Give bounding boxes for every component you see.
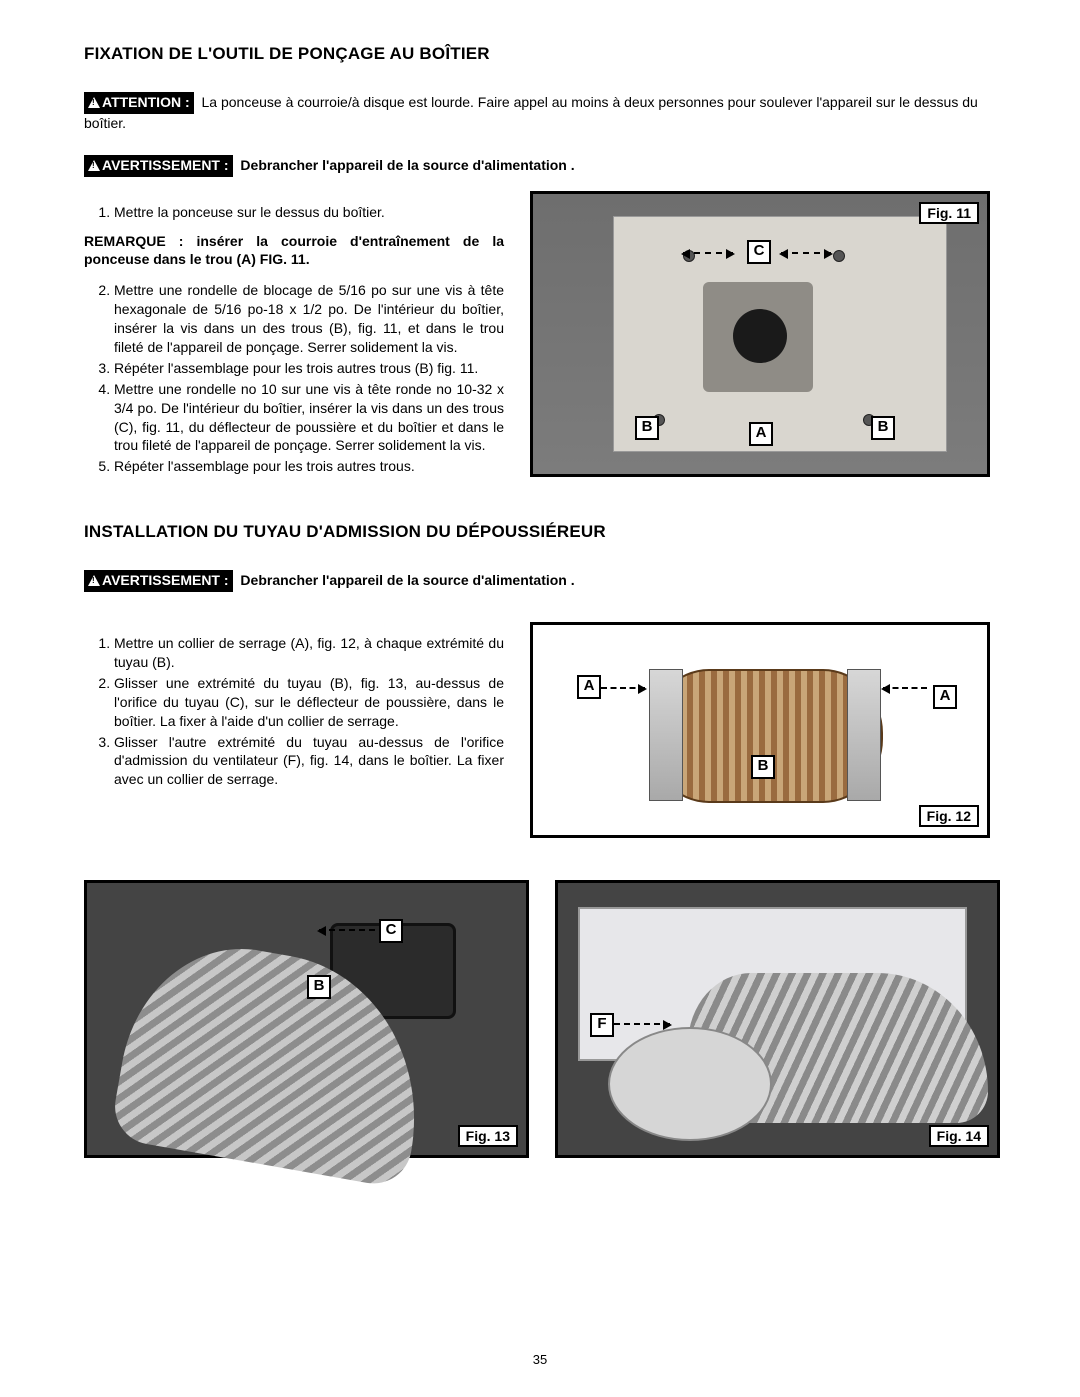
bottom-figures: C B Fig. 13 F Fig. 14 — [84, 880, 1002, 1158]
figure-12: A A B Fig. 12 — [530, 622, 990, 838]
fig14-f: F — [590, 1013, 614, 1037]
attention-badge: ATTENTION : — [84, 92, 194, 114]
attention-para: ATTENTION : La ponceuse à courroie/à dis… — [84, 92, 1002, 133]
avert2-badge: AVERTISSEMENT : — [84, 570, 233, 592]
page: FIXATION DE L'OUTIL DE PONÇAGE AU BOÎTIE… — [0, 0, 1080, 1397]
avert1-text: Debrancher l'appareil de la source d'ali… — [240, 157, 574, 173]
section2-steps: Mettre un collier de serrage (A), fig. 1… — [84, 634, 504, 789]
avert1-para: AVERTISSEMENT : Debrancher l'appareil de… — [84, 155, 1002, 177]
avert1-label: AVERTISSEMENT : — [102, 157, 229, 173]
avert2-text: Debrancher l'appareil de la source d'ali… — [240, 572, 574, 588]
attention-label: ATTENTION : — [102, 94, 190, 110]
section1-left: Mettre la ponceuse sur le dessus du boît… — [84, 191, 504, 479]
section1-heading: FIXATION DE L'OUTIL DE PONÇAGE AU BOÎTIE… — [84, 44, 1002, 64]
fig12-a-left: A — [577, 675, 601, 699]
fig13-label: Fig. 13 — [458, 1125, 518, 1147]
figure-14: F Fig. 14 — [555, 880, 1000, 1158]
fig13-c: C — [379, 919, 403, 943]
fig11-b-right: B — [871, 416, 895, 440]
avert2-label: AVERTISSEMENT : — [102, 572, 229, 588]
s1-step2: Mettre une rondelle de blocage de 5/16 p… — [114, 281, 504, 357]
s1-step3: Répéter l'assemblage pour les trois autr… — [114, 359, 504, 378]
avert1-badge: AVERTISSEMENT : — [84, 155, 233, 177]
s1-step1: Mettre la ponceuse sur le dessus du boît… — [114, 203, 504, 222]
s1-step5: Répéter l'assemblage pour les trois autr… — [114, 457, 504, 476]
section1-steps-b: Mettre une rondelle de blocage de 5/16 p… — [84, 281, 504, 476]
section2-columns: Mettre un collier de serrage (A), fig. 1… — [84, 622, 1002, 838]
s1-step4: Mettre une rondelle no 10 sur une vis à … — [114, 380, 504, 456]
section2-heading: INSTALLATION DU TUYAU D'ADMISSION DU DÉP… — [84, 522, 1002, 542]
section2: INSTALLATION DU TUYAU D'ADMISSION DU DÉP… — [84, 522, 1002, 1158]
s1-note: REMARQUE : insérer la courroie d'entraîn… — [84, 232, 504, 270]
section2-left: Mettre un collier de serrage (A), fig. 1… — [84, 622, 504, 791]
fig12-b: B — [751, 755, 775, 779]
fig11-a: A — [749, 422, 773, 446]
s2-step3: Glisser l'autre extrémité du tuyau au-de… — [114, 733, 504, 790]
section1-columns: Mettre la ponceuse sur le dessus du boît… — [84, 191, 1002, 479]
attention-text: La ponceuse à courroie/à disque est lour… — [84, 94, 978, 131]
fig13-b: B — [307, 975, 331, 999]
figure-11: C B B A Fig. 11 — [530, 191, 990, 477]
s2-step2: Glisser une extrémité du tuyau (B), fig.… — [114, 674, 504, 731]
s2-step1: Mettre un collier de serrage (A), fig. 1… — [114, 634, 504, 672]
figure-13: C B Fig. 13 — [84, 880, 529, 1158]
fig12-label: Fig. 12 — [919, 805, 979, 827]
page-number: 35 — [0, 1352, 1080, 1367]
fig11-c: C — [747, 240, 771, 264]
fig12-a-right: A — [933, 685, 957, 709]
fig14-label: Fig. 14 — [929, 1125, 989, 1147]
fig11-label: Fig. 11 — [919, 202, 979, 224]
section1-steps: Mettre la ponceuse sur le dessus du boît… — [84, 203, 504, 222]
avert2-para: AVERTISSEMENT : Debrancher l'appareil de… — [84, 570, 1002, 592]
fig11-b-left: B — [635, 416, 659, 440]
